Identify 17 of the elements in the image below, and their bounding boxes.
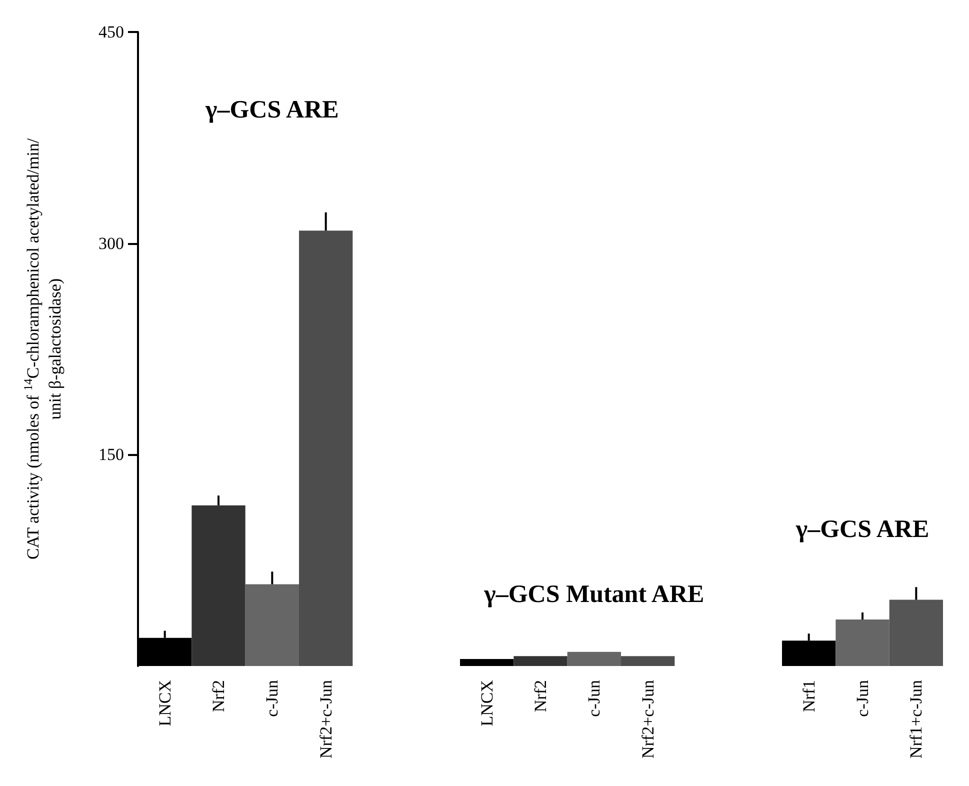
x-tick-label: Nrf2+c-Jun — [638, 680, 658, 759]
x-tick-label: Nrf1 — [799, 680, 818, 712]
annotation: γ–GCS Mutant ARE — [483, 580, 704, 608]
x-tick-label: Nrf2+c-Jun — [316, 680, 336, 759]
annotation: γ–GCS ARE — [794, 516, 930, 544]
x-tick-label: c-Jun — [853, 680, 872, 717]
x-tick-label: Nrf2 — [209, 680, 228, 712]
x-tick-label: Nrf2 — [531, 680, 550, 712]
y-tick-label: 450 — [98, 22, 124, 42]
x-tick-label: LNCX — [477, 680, 496, 726]
x-tick-label: LNCX — [155, 680, 174, 726]
x-tick-label: c-Jun — [262, 680, 282, 717]
x-tick-label: c-Jun — [584, 680, 604, 717]
annotation: γ–GCS ARE — [204, 96, 339, 124]
y-tick-label: 300 — [98, 234, 124, 253]
y-tick-label: 150 — [98, 445, 124, 464]
x-tick-label: Nrf1+c-Jun — [906, 680, 926, 759]
